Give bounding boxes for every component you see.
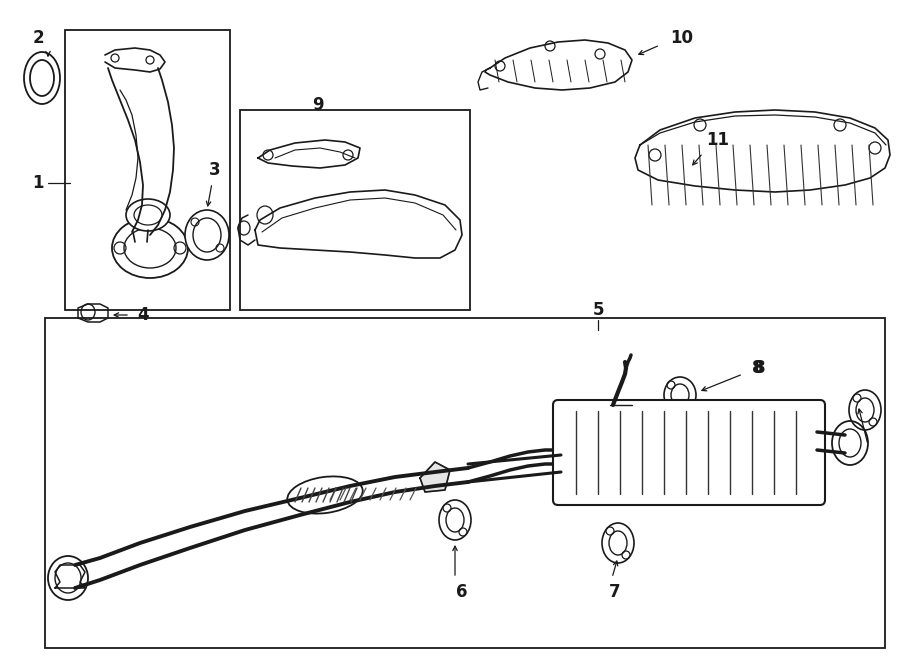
- Text: 8: 8: [752, 359, 764, 377]
- Text: 7: 7: [609, 583, 621, 601]
- Ellipse shape: [287, 477, 363, 514]
- Text: 5: 5: [592, 301, 604, 319]
- Text: 8: 8: [754, 359, 766, 377]
- Text: 10: 10: [670, 29, 694, 47]
- Bar: [65, 30, 230, 310]
- Text: 9: 9: [312, 96, 324, 114]
- Text: 2: 2: [32, 29, 44, 47]
- Text: 11: 11: [706, 131, 730, 149]
- Text: 1: 1: [32, 174, 44, 192]
- Ellipse shape: [832, 421, 868, 465]
- Text: 3: 3: [209, 161, 220, 179]
- Ellipse shape: [126, 199, 170, 231]
- Ellipse shape: [48, 556, 88, 600]
- Polygon shape: [420, 462, 450, 492]
- Ellipse shape: [112, 218, 188, 278]
- FancyBboxPatch shape: [553, 400, 825, 505]
- Bar: [45, 318, 885, 648]
- Ellipse shape: [185, 210, 229, 260]
- Bar: [240, 110, 470, 310]
- Text: 4: 4: [137, 306, 148, 324]
- Text: 6: 6: [456, 583, 468, 601]
